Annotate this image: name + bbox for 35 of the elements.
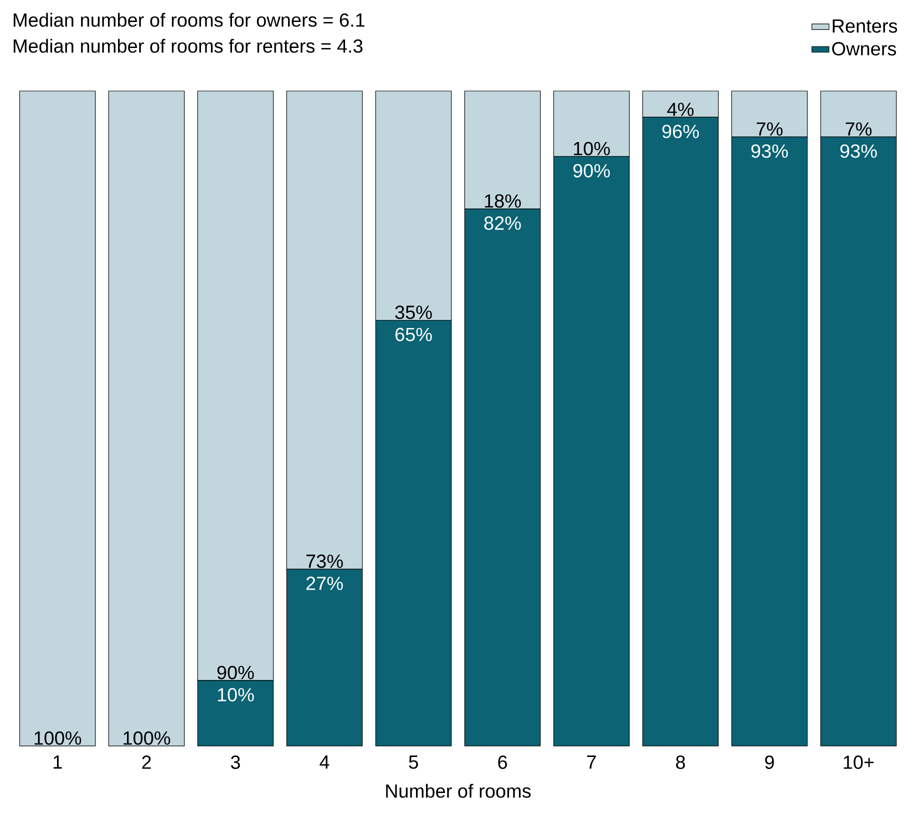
data-label: 73% [306,554,343,568]
data-label: 7% [846,122,872,136]
data-label: 90% [573,164,610,178]
x-tick-label: 8 [676,756,685,769]
x-axis-title: Number of rooms [386,784,531,798]
data-label: 96% [662,124,699,138]
legend-label: Renters [832,19,898,33]
x-tick-label: 10+ [844,756,874,769]
data-label: 7% [756,122,783,136]
x-tick-label: 6 [498,756,507,769]
x-tick-label: 3 [230,756,240,769]
data-label: 10% [574,142,610,156]
data-label: 27% [306,576,343,590]
data-label: 100% [124,731,170,745]
text: Median number of rooms for owners = 6.1 [14,12,364,27]
data-label: 82% [484,216,521,230]
data-label: 93% [751,144,788,158]
data-label: 18% [484,194,521,208]
x-tick-label: 4 [320,756,330,769]
x-tick-label: 5 [408,756,418,769]
data-label: 90% [217,666,254,680]
legend-label: Owners [832,42,896,56]
x-tick-label: 1 [54,756,62,769]
x-tick-label: 9 [765,756,774,769]
data-label: 35% [395,306,432,320]
x-tick-label: 2 [142,756,151,769]
text: Median number of rooms for renters = 4.3 [14,38,362,53]
bar [19,90,96,746]
data-label: 10% [218,688,254,702]
data-label: 100% [34,731,82,745]
data-label: 65% [395,328,432,342]
data-label: 93% [840,144,877,158]
bar [108,90,185,746]
data-label: 4% [667,102,694,116]
x-tick-label: 7 [587,756,596,769]
